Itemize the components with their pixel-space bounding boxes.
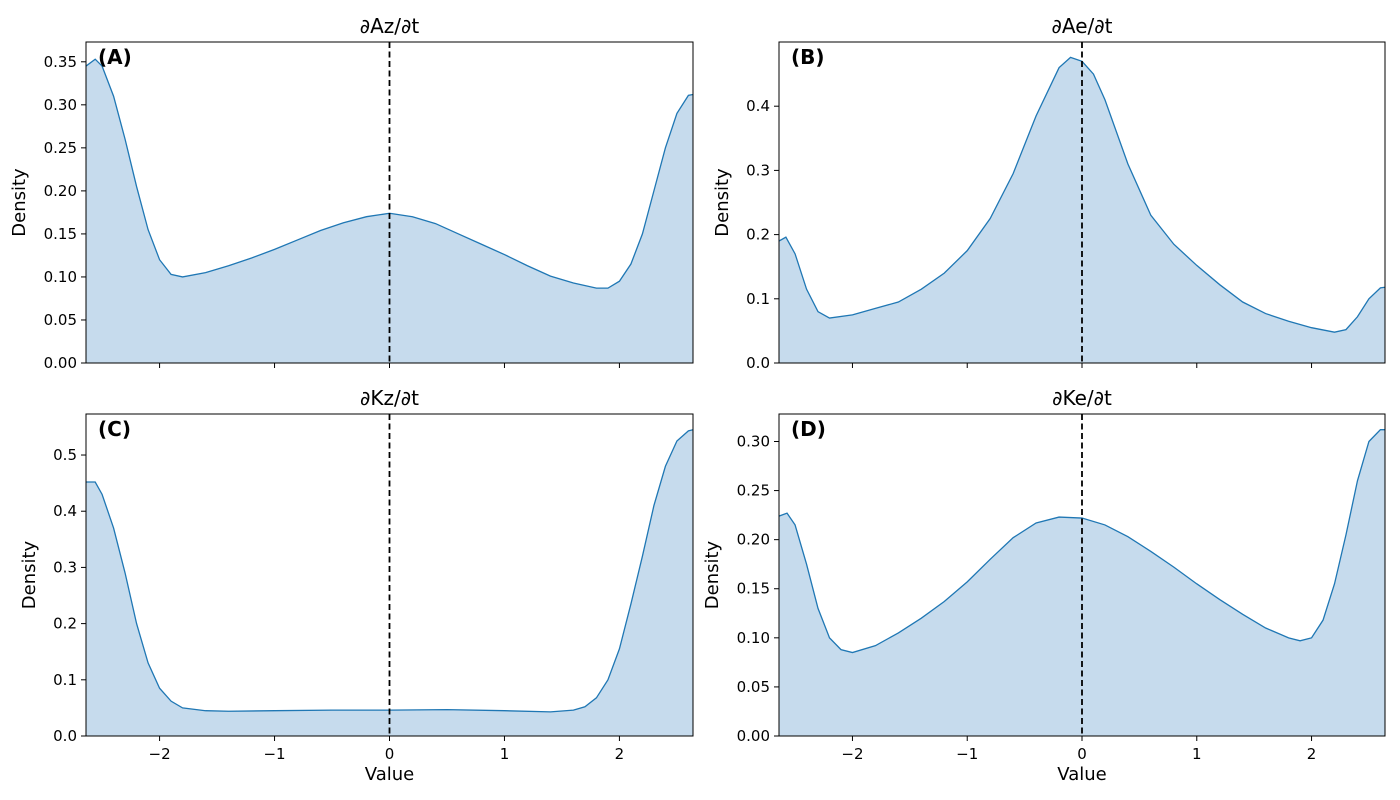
y-tick-label: 0.20 [737, 531, 770, 549]
panel-label: (B) [791, 45, 825, 69]
x-tick-label: −2 [149, 745, 171, 763]
y-tick-label: 0.05 [44, 311, 77, 329]
y-tick-label: 0.00 [737, 727, 770, 745]
y-tick-label: 0.2 [53, 615, 77, 633]
density-area [86, 429, 693, 736]
panel-b: 0.0 0.1 0.2 0.3 0.4 ∂Ae/∂t (B) Density [712, 14, 1386, 372]
y-tick-label: 0.30 [737, 432, 770, 450]
y-tick-label: 0.4 [746, 97, 770, 115]
density-area [779, 57, 1385, 363]
x-axis-label: Value [1057, 764, 1106, 785]
density-area [86, 59, 693, 363]
panel-title: ∂Az/∂t [360, 14, 420, 38]
y-axis-label: Density [712, 168, 733, 237]
y-tick-label: 0.25 [44, 139, 77, 157]
y-tick-label: 0.20 [44, 182, 77, 200]
y-tick-label: 0.10 [737, 629, 770, 647]
panel-title: ∂Ke/∂t [1052, 386, 1112, 410]
x-tick-label: 1 [1192, 745, 1202, 763]
y-tick-label: 0.2 [746, 226, 770, 244]
panel-a: 0.00 0.05 0.10 0.15 0.20 0.25 0.30 0.35 ∂Az/∂t (A… [9, 14, 694, 372]
panel-label: (D) [791, 417, 826, 441]
density-area [779, 429, 1385, 736]
y-tick-label: 0.5 [53, 446, 77, 464]
y-tick-label: 0.05 [737, 678, 770, 696]
y-tick-label: 0.15 [44, 225, 77, 243]
x-tick-label: 2 [1307, 745, 1317, 763]
y-tick-label: 0.30 [44, 96, 77, 114]
y-tick-label: 0.1 [53, 671, 77, 689]
y-tick-label: 0.0 [53, 727, 77, 745]
y-tick-label: 0.1 [746, 290, 770, 308]
density-line [86, 429, 693, 713]
panel-d: 0.00 0.05 0.10 0.15 0.20 0.25 0.30 −2 −1 0 1 2 ∂Ke/∂… [702, 386, 1386, 785]
y-axis-label: Density [702, 540, 723, 609]
y-tick-label: 0.10 [44, 268, 77, 286]
panel-title: ∂Kz/∂t [360, 386, 419, 410]
y-tick-label: 0.0 [746, 354, 770, 372]
y-tick-label: 0.25 [737, 482, 770, 500]
x-tick-label: −1 [263, 745, 285, 763]
y-axis-label: Density [19, 540, 40, 609]
panel-title: ∂Ae/∂t [1052, 14, 1113, 38]
y-tick-label: 0.00 [44, 354, 77, 372]
panel-c: 0.0 0.1 0.2 0.3 0.4 0.5 −2 −1 0 1 2 ∂Kz/∂t (C) Densit… [19, 386, 694, 785]
x-tick-label: −2 [841, 745, 863, 763]
x-tick-label: 2 [615, 745, 625, 763]
y-tick-label: 0.3 [53, 558, 77, 576]
y-axis-label: Density [9, 168, 30, 237]
y-tick-label: 0.15 [737, 580, 770, 598]
x-axis-label: Value [365, 764, 414, 785]
x-tick-label: 1 [500, 745, 510, 763]
panel-label: (A) [98, 45, 132, 69]
x-tick-label: 0 [385, 745, 395, 763]
x-tick-label: 0 [1077, 745, 1087, 763]
y-tick-label: 0.3 [746, 161, 770, 179]
y-tick-label: 0.4 [53, 502, 77, 520]
y-tick-label: 0.35 [44, 53, 77, 71]
x-tick-label: −1 [956, 745, 978, 763]
panel-label: (C) [98, 417, 131, 441]
density-line [779, 429, 1385, 654]
